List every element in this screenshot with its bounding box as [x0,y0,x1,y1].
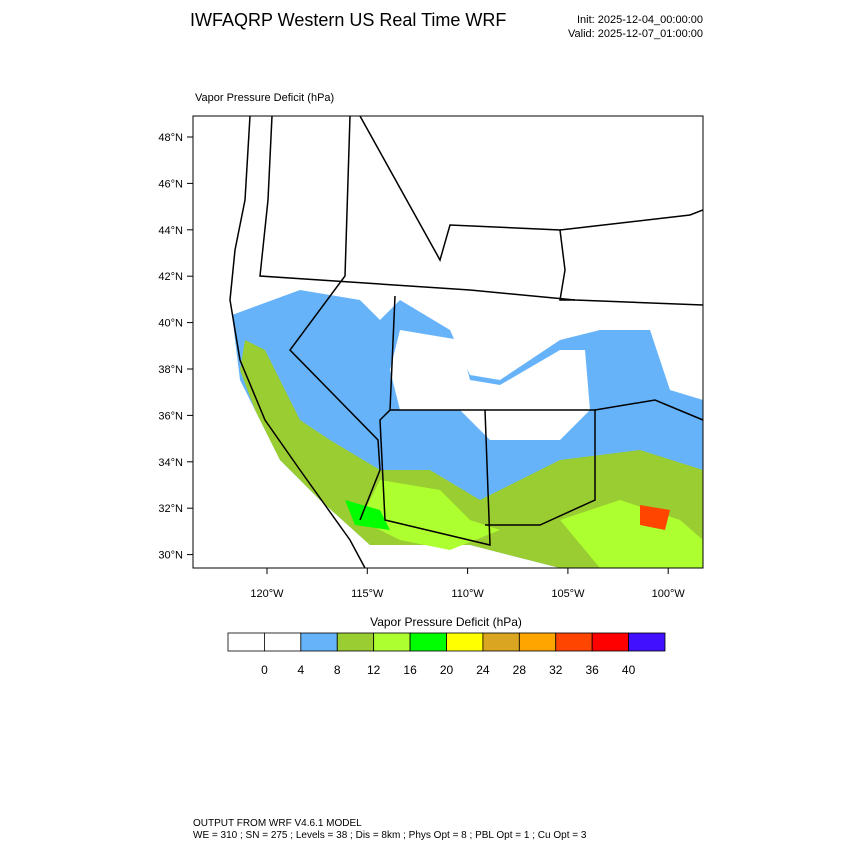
colorbar-box [264,632,302,652]
lat-label: 48°N [158,132,183,144]
lat-label: 34°N [158,457,183,469]
lon-label: 110°W [451,588,484,600]
lon-label: 100°W [652,588,686,600]
colorbar-box [518,632,557,652]
colorbar-box [227,632,265,652]
colorbar-box [409,632,447,652]
lat-label: 40°N [158,318,183,330]
colorbar-label: 0 [261,663,268,677]
colorbar-box [482,632,520,652]
lon-label: 120°W [250,588,284,600]
lat-label: 46°N [158,178,183,190]
lat-label: 36°N [158,410,183,422]
title: IWFAQRP Western US Real Time WRF [190,10,506,30]
footer-line: OUTPUT FROM WRF V4.6.1 MODEL [193,818,362,829]
lat-axis: 48°N 46°N 44°N 42°N 40°N 38°N 36°N 34°N 32°N 30°N [158,132,193,562]
colorbar-box [591,632,629,652]
lon-label: 115°W [351,588,384,600]
lon-label: 105°W [551,588,585,600]
colorbar-label: 8 [334,663,341,677]
lon-axis: 120°W 115°W 110°W 105°W 100°W [250,568,685,600]
footer-line: WE = 310 ; SN = 275 ; Levels = 38 ; Dis … [193,830,587,841]
colorbar-box [300,632,338,652]
lat-label: 42°N [158,271,183,283]
borders [229,116,703,568]
map-frame [192,115,704,569]
colorbar-label: 28 [513,663,527,677]
colorbar-box [555,632,593,652]
vpd-area [390,330,590,440]
colorbar-label: 24 [476,663,490,677]
colorbar-box [628,632,666,652]
colorbar-label: 32 [549,663,563,677]
colorbar-box [446,632,484,652]
lat-label: 44°N [158,225,183,237]
lat-label: 30°N [158,550,183,562]
map-title: Vapor Pressure Deficit (hPa) [195,92,334,104]
colorbar-label: 4 [297,663,304,677]
vpd-area [360,480,500,550]
init-time: Init: 2025-12-04_00:00:00 [577,14,703,26]
vpd-area [640,505,670,530]
lat-label: 38°N [158,364,183,376]
map [192,115,704,569]
vpd-area [345,500,390,530]
colorbar-label: 12 [367,663,381,677]
colorbar-box [373,632,411,652]
colorbar-label: 16 [403,663,417,677]
colorbar-label: 40 [622,663,636,677]
colorbar: 0 4 8 12 16 20 24 28 32 36 40 [227,632,666,677]
valid-time: Valid: 2025-12-07_01:00:00 [568,28,703,40]
colorbar-title: Vapor Pressure Deficit (hPa) [370,615,522,629]
colorbar-label: 36 [585,663,599,677]
colorbar-label: 20 [440,663,454,677]
colorbar-box [336,632,375,652]
lat-label: 32°N [158,503,183,515]
